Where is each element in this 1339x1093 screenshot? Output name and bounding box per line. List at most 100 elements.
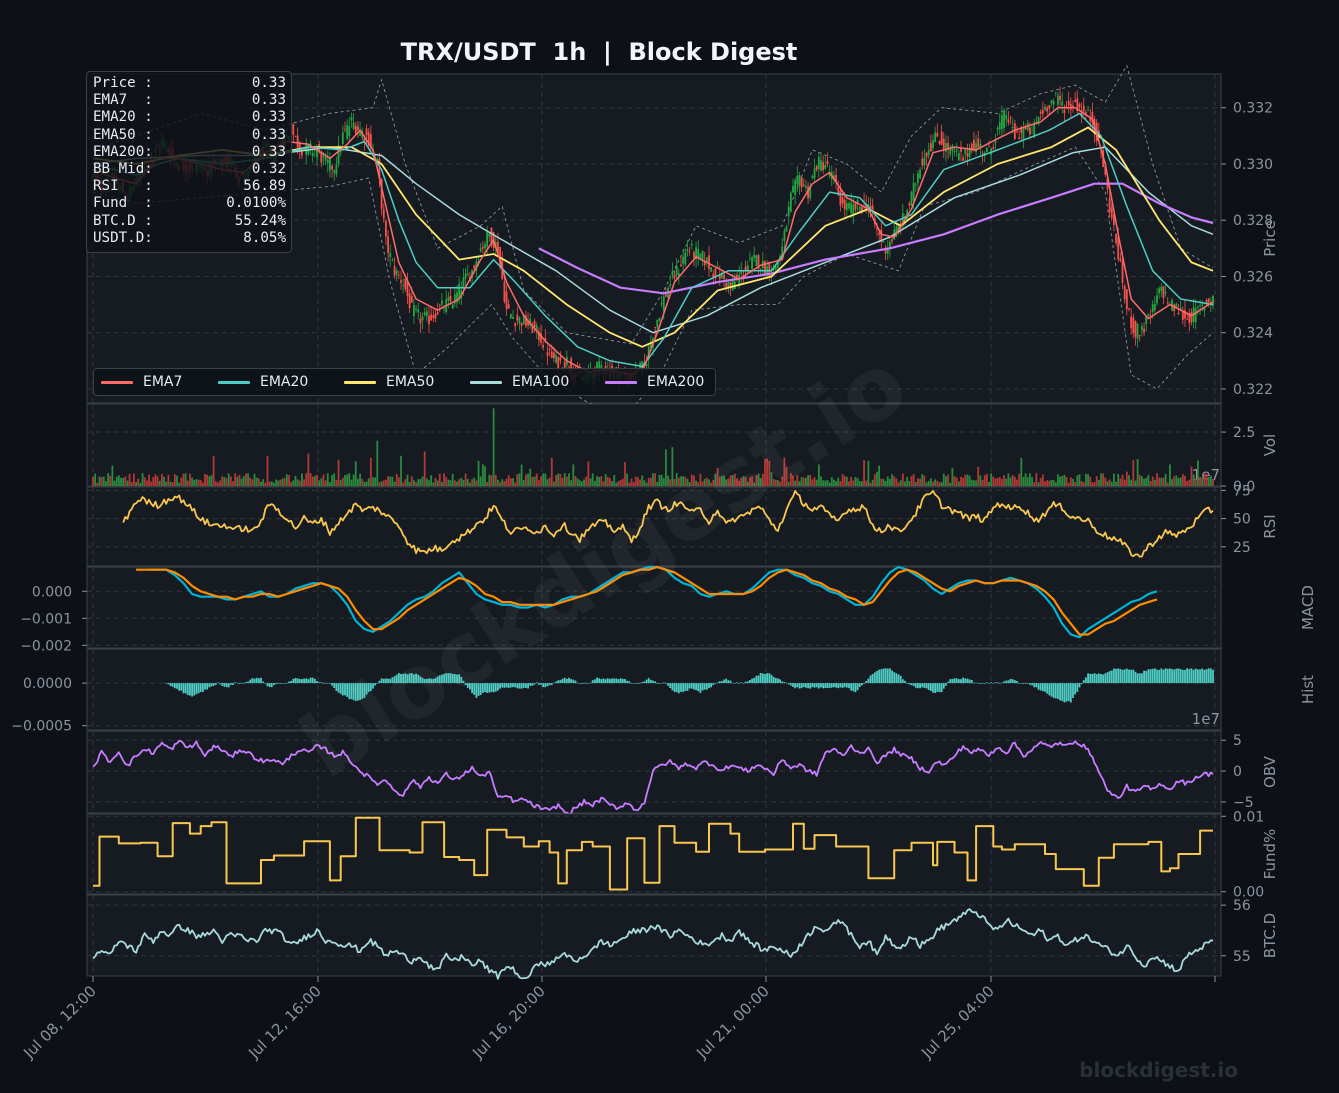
hist-bar	[585, 682, 588, 684]
hist-bar	[761, 673, 764, 684]
hist-bar	[705, 683, 708, 690]
volume-bar	[996, 478, 999, 486]
candle-body	[1035, 121, 1038, 123]
hist-bar	[445, 673, 448, 684]
hist-bar	[945, 683, 947, 686]
hist-bar	[777, 678, 779, 684]
candle-body	[927, 150, 930, 156]
hist-bar	[199, 683, 202, 692]
volume-bar	[1138, 474, 1141, 486]
volume-bar	[1125, 471, 1128, 486]
candle-body	[453, 294, 456, 304]
macd-signal-line	[136, 565, 1158, 636]
hist-bar	[1115, 668, 1117, 684]
candle-body	[1007, 119, 1010, 123]
candle-body	[1188, 312, 1191, 324]
candle-body	[955, 149, 958, 151]
volume-bar	[499, 482, 501, 486]
volume-bar	[828, 482, 831, 486]
volume-bar	[260, 481, 262, 486]
volume-bar	[1020, 457, 1023, 486]
hist-bar	[469, 683, 471, 690]
volume-bar	[621, 478, 624, 486]
hist-bar	[572, 679, 575, 684]
candle-body	[376, 158, 379, 162]
hist-bar	[329, 683, 331, 684]
volume-bar	[152, 476, 155, 486]
hist-bar	[759, 672, 762, 684]
candle-body	[645, 363, 648, 366]
candle-body	[693, 252, 695, 258]
hist-bar	[352, 683, 355, 701]
hist-bar	[593, 679, 596, 684]
volume-bar	[966, 474, 969, 486]
hist-bar	[518, 683, 521, 689]
candle-body	[548, 348, 551, 350]
volume-bar	[805, 477, 807, 486]
candle-body	[570, 358, 573, 375]
volume-bar	[910, 476, 913, 486]
hist-bar	[176, 683, 178, 689]
volume-bar	[673, 479, 676, 486]
candle-body	[473, 265, 476, 269]
volume-bar	[1067, 482, 1070, 486]
hist-bar	[600, 679, 603, 684]
volume-bar	[1078, 474, 1081, 486]
candle-body	[845, 203, 848, 210]
hist-bar	[863, 683, 865, 684]
hist-bar	[977, 683, 980, 684]
volume-bar	[912, 474, 915, 486]
info-value: 0.33	[251, 75, 286, 91]
hist-bar	[507, 683, 510, 688]
info-value: 0.33	[251, 126, 286, 143]
volume-bar	[1011, 474, 1014, 486]
hist-bar	[975, 682, 977, 684]
hist-bar	[680, 683, 682, 692]
candle-body	[382, 209, 385, 219]
volume-bar	[749, 477, 751, 486]
hist-bar	[372, 683, 374, 689]
candle-body	[1016, 131, 1018, 133]
hist-bar	[1212, 669, 1214, 684]
hist-bar	[699, 683, 702, 693]
volume-bar	[281, 478, 284, 486]
hist-bar	[583, 682, 585, 684]
hist-bar	[957, 679, 960, 684]
hist-bar	[1076, 683, 1079, 692]
volume-bar	[208, 476, 211, 486]
volume-bar	[365, 481, 368, 486]
hist-bar	[563, 677, 566, 684]
hist-bar	[953, 678, 956, 684]
hist-bar	[869, 675, 872, 684]
hist-bar	[488, 683, 491, 693]
candle-body	[301, 150, 303, 156]
candle-body	[796, 175, 799, 185]
hist-bar	[852, 683, 855, 692]
volume-bar	[985, 473, 988, 486]
hist-bar	[453, 674, 456, 684]
volume-bar	[893, 476, 896, 486]
candle-body	[1026, 123, 1029, 131]
volume-bar	[1136, 459, 1139, 486]
volume-bar	[662, 478, 665, 486]
hist-bar	[774, 677, 777, 684]
volume-bar	[443, 473, 445, 486]
hist-bar	[837, 683, 840, 689]
hist-bar	[936, 683, 939, 692]
volume-bar	[753, 482, 756, 486]
volume-bar	[283, 477, 286, 486]
volume-bar	[509, 478, 512, 486]
hist-bar	[1207, 668, 1210, 684]
hist-bar	[479, 683, 482, 695]
hist-bar	[789, 683, 792, 686]
volume-bar	[1119, 478, 1122, 486]
hist-bar	[559, 680, 562, 684]
volume-bar	[729, 475, 732, 486]
hist-bar	[337, 683, 340, 693]
volume-bar	[815, 479, 818, 486]
candle-body	[792, 186, 794, 193]
hist-bar	[180, 683, 183, 691]
volume-bar	[533, 476, 536, 486]
candle-body	[697, 248, 700, 258]
volume-bar	[1074, 481, 1077, 486]
